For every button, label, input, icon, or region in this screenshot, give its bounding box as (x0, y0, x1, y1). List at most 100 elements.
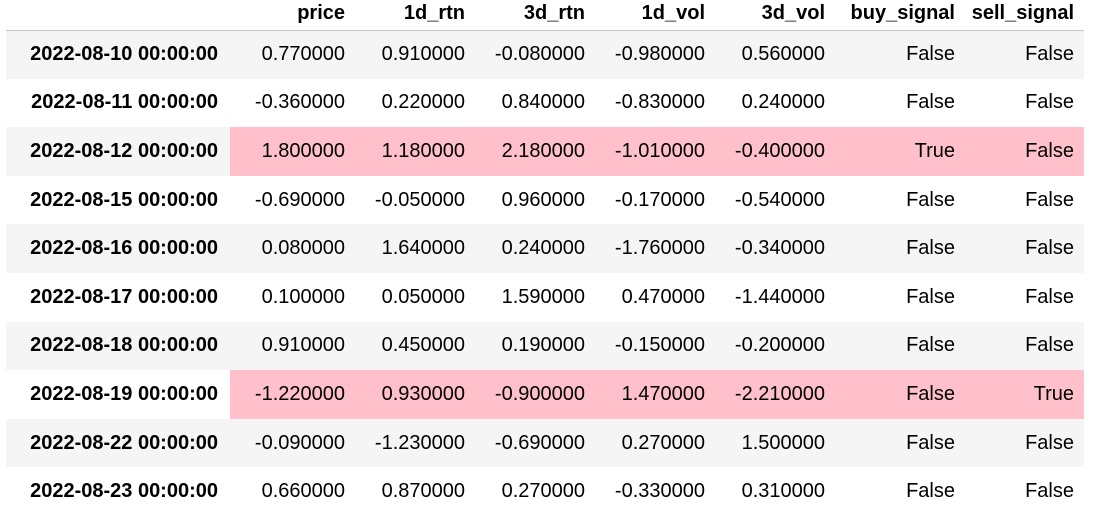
row-index-label: 2022-08-17 00:00:00 (30, 285, 218, 308)
row-index-label: 2022-08-22 00:00:00 (30, 431, 218, 454)
table-row: 2022-08-12 00:00:00 1.800000 1.180000 2.180… (6, 127, 1084, 176)
cell-buy-signal: False (906, 431, 955, 454)
cell-price: 0.910000 (261, 334, 345, 357)
cell-3d-vol: -0.340000 (734, 237, 825, 260)
cell-sell-signal: False (1025, 43, 1074, 66)
table-row: 2022-08-22 00:00:00 -0.090000 -1.230000 -0.… (6, 418, 1084, 468)
row-index-label: 2022-08-10 00:00:00 (30, 43, 218, 66)
cell-3d-vol: -1.440000 (734, 285, 825, 308)
cell-sell-signal: False (955, 127, 1084, 176)
row-index-label: 2022-08-19 00:00:00 (30, 382, 218, 405)
cell-buy-signal: False (906, 91, 955, 114)
column-header-sell-signal: sell_signal (955, 0, 1084, 30)
cell-1d-rtn: 1.640000 (381, 237, 465, 260)
cell-price: 1.800000 (230, 127, 345, 176)
table-row: 2022-08-18 00:00:00 0.910000 0.450000 0.190… (6, 321, 1084, 371)
cell-3d-rtn: 0.960000 (501, 188, 585, 211)
cell-sell-signal: False (1025, 480, 1074, 503)
cell-3d-rtn: 1.590000 (501, 285, 585, 308)
cell-1d-vol: -0.980000 (614, 43, 705, 66)
cell-1d-vol: -0.330000 (614, 480, 705, 503)
cell-buy-signal: False (825, 370, 955, 419)
cell-3d-vol: 1.500000 (741, 431, 825, 454)
cell-1d-rtn: 1.180000 (345, 127, 465, 176)
cell-3d-rtn: -0.690000 (494, 431, 585, 454)
table-row: 2022-08-16 00:00:00 0.080000 1.640000 0.240… (6, 224, 1084, 273)
cell-price: 0.080000 (261, 237, 345, 260)
row-index-label: 2022-08-15 00:00:00 (30, 188, 218, 211)
cell-3d-rtn: -0.080000 (494, 43, 585, 66)
column-header-1d-rtn: 1d_rtn (345, 0, 465, 30)
cell-3d-vol: 0.240000 (741, 91, 825, 114)
cell-1d-rtn: -0.050000 (374, 188, 465, 211)
cell-1d-vol: 0.270000 (621, 431, 705, 454)
table-row: 2022-08-15 00:00:00 -0.690000 -0.050000 0.9… (6, 175, 1084, 225)
cell-sell-signal: False (1025, 91, 1074, 114)
header-row: price 1d_rtn 3d_rtn 1d_vol 3d_vol buy_si… (6, 0, 1084, 30)
row-index-label: 2022-08-16 00:00:00 (30, 237, 218, 260)
cell-price: -0.690000 (254, 188, 345, 211)
cell-sell-signal: False (1025, 334, 1074, 357)
index-header (6, 0, 230, 30)
cell-1d-rtn: 0.870000 (381, 480, 465, 503)
cell-buy-signal: False (906, 43, 955, 66)
row-index-label: 2022-08-23 00:00:00 (30, 480, 218, 503)
cell-sell-signal: False (1025, 285, 1074, 308)
table-row: 2022-08-10 00:00:00 0.770000 0.910000 -0.08… (6, 30, 1084, 79)
cell-1d-vol: -0.150000 (614, 334, 705, 357)
cell-price: -0.360000 (254, 91, 345, 114)
cell-1d-rtn: 0.220000 (381, 91, 465, 114)
cell-buy-signal: False (906, 188, 955, 211)
cell-1d-rtn: -1.230000 (374, 431, 465, 454)
column-header-3d-vol: 3d_vol (705, 0, 825, 30)
table-row: 2022-08-17 00:00:00 0.100000 0.050000 1.590… (6, 272, 1084, 322)
cell-3d-vol: -2.210000 (705, 370, 825, 419)
cell-1d-rtn: 0.930000 (345, 370, 465, 419)
dataframe-table: price 1d_rtn 3d_rtn 1d_vol 3d_vol buy_si… (6, 0, 1084, 516)
cell-3d-rtn: 0.240000 (501, 237, 585, 260)
cell-1d-rtn: 0.450000 (381, 334, 465, 357)
cell-1d-vol: -0.170000 (614, 188, 705, 211)
cell-3d-vol: -0.540000 (734, 188, 825, 211)
row-index-label: 2022-08-18 00:00:00 (30, 334, 218, 357)
table-body: 2022-08-10 00:00:00 0.770000 0.910000 -0.08… (6, 30, 1084, 516)
cell-3d-rtn: 0.840000 (501, 91, 585, 114)
table-header: price 1d_rtn 3d_rtn 1d_vol 3d_vol buy_si… (6, 0, 1084, 30)
column-header-1d-vol: 1d_vol (585, 0, 705, 30)
cell-buy-signal: False (906, 285, 955, 308)
cell-1d-vol: 0.470000 (621, 285, 705, 308)
column-header-buy-signal: buy_signal (825, 0, 955, 30)
cell-sell-signal: False (1025, 188, 1074, 211)
cell-price: 0.100000 (261, 285, 345, 308)
table-row: 2022-08-23 00:00:00 0.660000 0.870000 0.270… (6, 467, 1084, 516)
cell-sell-signal: False (1025, 237, 1074, 260)
cell-3d-rtn: -0.900000 (465, 370, 585, 419)
cell-1d-rtn: 0.050000 (381, 285, 465, 308)
table-row: 2022-08-11 00:00:00 -0.360000 0.220000 0.84… (6, 78, 1084, 128)
column-header-3d-rtn: 3d_rtn (465, 0, 585, 30)
cell-3d-vol: -0.200000 (734, 334, 825, 357)
cell-3d-rtn: 2.180000 (465, 127, 585, 176)
cell-1d-vol: -0.830000 (614, 91, 705, 114)
cell-price: 0.770000 (261, 43, 345, 66)
cell-1d-rtn: 0.910000 (381, 43, 465, 66)
cell-sell-signal: True (955, 370, 1084, 419)
cell-buy-signal: False (906, 480, 955, 503)
cell-3d-rtn: 0.190000 (501, 334, 585, 357)
cell-3d-vol: 0.560000 (741, 43, 825, 66)
cell-price: 0.660000 (261, 480, 345, 503)
cell-buy-signal: False (906, 334, 955, 357)
row-index-label: 2022-08-12 00:00:00 (30, 139, 218, 162)
cell-1d-vol: -1.760000 (614, 237, 705, 260)
cell-price: -1.220000 (230, 370, 345, 419)
table-row: 2022-08-19 00:00:00 -1.220000 0.930000 -0.9… (6, 370, 1084, 419)
cell-price: -0.090000 (254, 431, 345, 454)
column-header-price: price (230, 0, 345, 30)
cell-buy-signal: False (906, 237, 955, 260)
cell-buy-signal: True (825, 127, 955, 176)
cell-3d-vol: -0.400000 (705, 127, 825, 176)
cell-1d-vol: -1.010000 (585, 127, 705, 176)
cell-1d-vol: 1.470000 (585, 370, 705, 419)
cell-3d-rtn: 0.270000 (501, 480, 585, 503)
cell-sell-signal: False (1025, 431, 1074, 454)
